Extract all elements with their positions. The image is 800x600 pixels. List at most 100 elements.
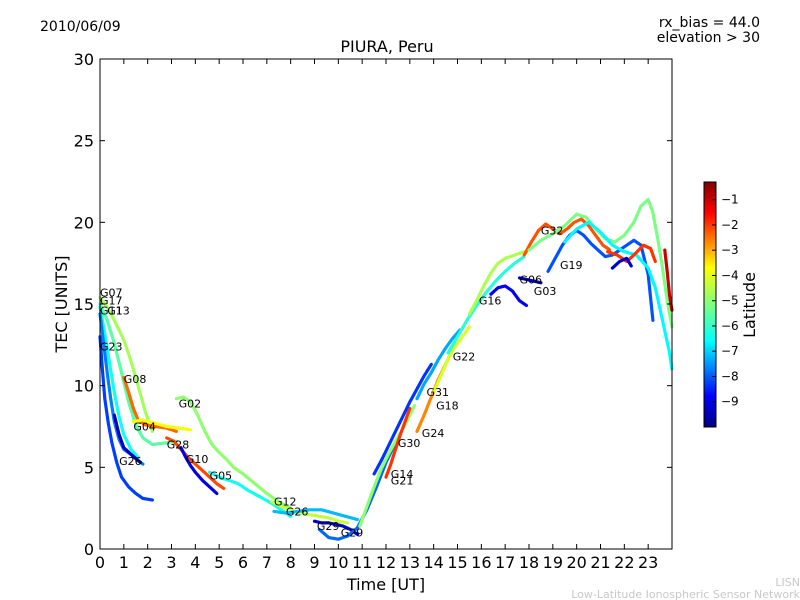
x-tick-label: 19 (543, 553, 563, 572)
x-tick-label: 1 (119, 553, 129, 572)
satellite-label-g05: G05 (210, 470, 233, 483)
colorbar-tick-label: −5 (721, 294, 739, 308)
x-tick-label: 5 (214, 553, 224, 572)
series-g26-13 (272, 508, 359, 522)
y-tick-label: 20 (74, 213, 94, 232)
series-g11-2 (98, 305, 140, 460)
satellite-label-g32: G32 (541, 225, 564, 238)
satellite-label-g23: G23 (100, 341, 123, 354)
series-unlabeled-31 (610, 256, 634, 270)
x-tick-label: 6 (238, 553, 248, 572)
y-tick-label: 5 (84, 458, 94, 477)
series-unlabeled-29 (563, 220, 674, 371)
satellite-label-g26: G26 (286, 505, 309, 518)
series-g26-5 (112, 413, 143, 464)
satellite-label-g17: G17 (100, 295, 123, 308)
satellite-label-g29: G29 (341, 527, 364, 540)
y-tick-label: 0 (84, 540, 94, 559)
series-g17-1 (98, 302, 178, 447)
series-g23-4 (98, 335, 154, 502)
x-tick-label: 9 (309, 553, 319, 572)
satellite-label-g14: G14 (391, 468, 414, 481)
satellite-label-g29: G29 (317, 520, 340, 533)
colorbar-tick-label: −6 (721, 319, 739, 333)
satellite-labels: G07G17G11G13G23G26G08G04G02G28G10G05G12G… (100, 225, 583, 540)
y-axis-label: TEC [UNITS] (52, 256, 71, 354)
x-tick-label: 8 (286, 553, 296, 572)
colorbar-tick-label: −8 (721, 369, 739, 383)
axes: 0 1 2 3 4 5 6 7 8 9 10 11 12 13 14 15 16 17 18 19 20 21 22 2305… (74, 50, 672, 572)
y-tick-label: 10 (74, 377, 94, 396)
series-unlabeled-32 (663, 248, 674, 313)
satellite-label-g30: G30 (398, 437, 421, 450)
series-g02-8 (174, 395, 293, 510)
satellite-label-g19: G19 (560, 259, 583, 272)
series-g04-7 (131, 418, 193, 432)
satellite-label-g31: G31 (427, 386, 450, 399)
satellite-label-g08: G08 (124, 373, 147, 386)
chart-title: PIURA, Peru (340, 37, 433, 56)
x-tick-label: 21 (590, 553, 610, 572)
x-tick-label: 22 (614, 553, 634, 572)
satellite-label-g28: G28 (167, 439, 190, 452)
colorbar-tick-label: −4 (721, 268, 739, 282)
date-label: 2010/06/09 (40, 19, 121, 35)
satellite-label-g22: G22 (453, 350, 476, 363)
x-tick-label: 13 (400, 553, 420, 572)
series-g29-14 (312, 519, 359, 536)
satellite-label-g18: G18 (436, 399, 459, 412)
x-tick-label: 11 (352, 553, 372, 572)
series-g32-26 (522, 217, 612, 257)
credit-network: Low-Latitude Ionospheric Sensor Network (571, 588, 800, 600)
colorbar-label: Latitude (740, 272, 759, 338)
x-tick-label: 14 (423, 553, 443, 572)
x-tick-label: 23 (638, 553, 658, 572)
colorbar-ticks: −9 −8 −7 −6 −5 −4 −3 −2 −1 (712, 193, 739, 409)
x-tick-label: 12 (376, 553, 396, 572)
credit-lisn: LISN (775, 576, 800, 589)
y-tick-label: 30 (74, 50, 94, 69)
satellite-label-g21: G21 (391, 474, 414, 487)
colorbar (703, 181, 717, 428)
satellite-label-g11: G11 (100, 305, 123, 318)
series-g08-6 (122, 375, 178, 433)
series-g16-23 (467, 250, 526, 316)
series-g28-9 (165, 436, 226, 491)
satellite-label-g12: G12 (274, 496, 297, 509)
series-g05-11 (208, 470, 293, 518)
series-g07-0 (98, 295, 154, 433)
x-tick-label: 15 (447, 553, 467, 572)
colorbar-tick-label: −7 (721, 344, 739, 358)
x-axis-label: Time [UT] (346, 575, 425, 594)
series-g31-20 (415, 328, 462, 401)
x-tick-label: 7 (262, 553, 272, 572)
satellite-label-g16: G16 (479, 295, 502, 308)
series-g22-22 (446, 255, 526, 355)
satellite-label-g02: G02 (179, 398, 202, 411)
y-tick-label: 25 (74, 132, 94, 151)
x-tick-label: 4 (190, 553, 200, 572)
colorbar-tick-label: −9 (721, 395, 739, 409)
satellite-label-g06: G06 (520, 274, 543, 287)
series-g03-25 (517, 276, 543, 285)
satellite-label-g03: G03 (534, 285, 557, 298)
elevation-label: elevation > 30 (657, 30, 760, 46)
colorbar-tick-label: −1 (721, 193, 739, 207)
series-g10-10 (179, 446, 219, 496)
satellite-label-g10: G10 (186, 453, 209, 466)
plot-area (98, 197, 674, 541)
series-g12-12 (270, 500, 350, 525)
x-tick-label: 0 (95, 553, 105, 572)
x-tick-label: 3 (166, 553, 176, 572)
x-tick-label: 10 (328, 553, 348, 572)
series-g21-17 (384, 406, 412, 479)
series-g29-15 (317, 441, 398, 541)
x-tick-label: 20 (566, 553, 586, 572)
x-tick-label: 18 (519, 553, 539, 572)
series-g18-21 (432, 325, 471, 394)
x-tick-label: 2 (143, 553, 153, 572)
colorbar-tick-label: −3 (721, 243, 739, 257)
satellite-label-g07: G07 (100, 287, 123, 300)
colorbar-tick-label: −2 (721, 218, 739, 232)
